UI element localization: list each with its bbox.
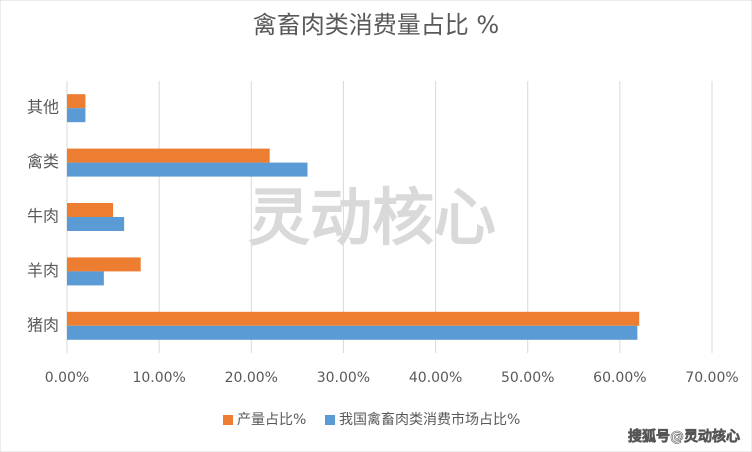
y-tick-label: 羊肉 (27, 261, 59, 280)
legend-swatch (223, 415, 233, 425)
x-tick-label: 50.00% (501, 370, 554, 386)
x-tick-label: 40.00% (409, 370, 462, 386)
bar (67, 203, 114, 217)
y-tick-label: 禽类 (27, 152, 59, 171)
legend-swatch (325, 415, 335, 425)
credit: 搜狐号@灵动核心 (628, 428, 740, 445)
bar (67, 271, 104, 286)
watermark: 灵动核心 (248, 181, 496, 254)
bar (67, 162, 308, 177)
y-tick-label: 其他 (27, 98, 59, 117)
bar (67, 257, 141, 272)
bar (67, 94, 86, 109)
x-tick-label: 20.00% (225, 370, 278, 386)
bar (67, 311, 640, 326)
x-tick-label: 30.00% (317, 370, 370, 386)
bar (67, 217, 125, 231)
chart-title: 禽畜肉类消费量占比 % (253, 11, 499, 39)
bar (67, 148, 270, 163)
bar (67, 325, 638, 340)
x-tick-label: 70.00% (685, 370, 738, 386)
y-tick-label: 猪肉 (27, 315, 59, 334)
legend-label: 产量占比% (237, 412, 306, 428)
x-tick-label: 0.00% (45, 370, 89, 386)
y-tick-label: 牛肉 (27, 207, 59, 226)
x-tick-label: 10.00% (132, 370, 185, 386)
x-tick-label: 60.00% (593, 370, 646, 386)
bar (67, 108, 86, 123)
legend-label: 我国禽畜肉类消费市场占比% (339, 411, 520, 428)
